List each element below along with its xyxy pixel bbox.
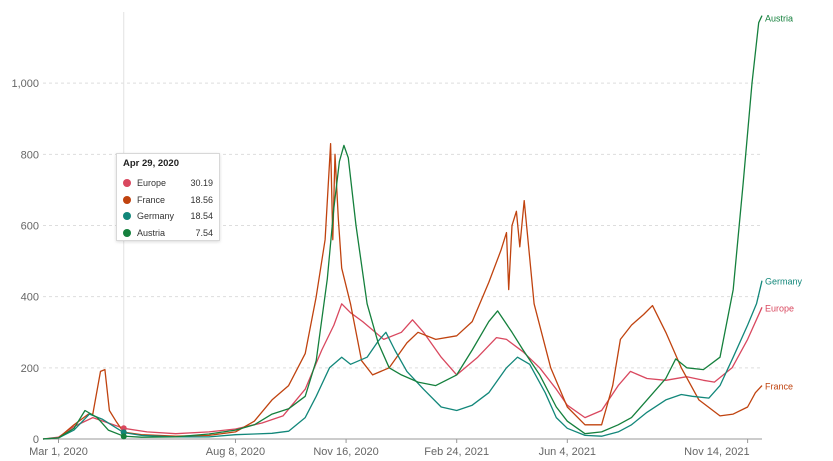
- tooltip-row: France 18.56: [123, 192, 213, 209]
- tooltip-series-value: 18.56: [190, 194, 213, 205]
- tooltip-series-value: 30.19: [190, 178, 213, 189]
- y-tick-label: 800: [21, 149, 39, 161]
- tooltip-series-value: 18.54: [190, 211, 213, 222]
- series-line-europe: [42, 303, 763, 440]
- y-tick-label: 1,000: [11, 78, 39, 90]
- tooltip-series-name: Europe: [137, 178, 167, 189]
- grid: [43, 82, 762, 440]
- x-tick-label: Mar 1, 2020: [29, 446, 88, 458]
- x-tick-label: Nov 14, 2021: [684, 446, 749, 458]
- legend-dot-icon: [123, 179, 131, 188]
- y-tick-label: 600: [21, 221, 39, 233]
- tooltip-row: Europe 30.19: [123, 175, 213, 192]
- tooltip-row: Germany 18.54: [123, 208, 213, 225]
- legend-dot-icon: [123, 212, 131, 221]
- x-tick-label: Feb 24, 2021: [424, 446, 489, 458]
- tooltip-series-name: Austria: [137, 227, 166, 238]
- tooltip-rows: Europe 30.19 France 18.56 Germany 18.54 Austri…: [123, 175, 213, 241]
- x-tick-label: Nov 16, 2020: [313, 446, 378, 458]
- tooltip-series-value: 7.54: [195, 227, 213, 238]
- series-label-austria: Austria: [765, 14, 793, 24]
- y-axis-ticks: 0 200 400 600 800 1,000: [11, 78, 39, 446]
- tooltip-date: Apr 29, 2020: [123, 158, 179, 169]
- series-line-austria: [42, 15, 763, 440]
- y-tick-label: 400: [21, 292, 39, 304]
- series-labels: Europe France Germany Austria: [765, 14, 803, 392]
- series-line-germany: [42, 280, 763, 440]
- hover-point-austria: [120, 433, 127, 440]
- series-label-europe: Europe: [765, 303, 794, 313]
- chart-tooltip: Apr 29, 2020 Europe 30.19 France 18.56 Germa…: [116, 153, 220, 241]
- x-tick-label: Aug 8, 2020: [206, 446, 265, 458]
- tooltip-series-name: Germany: [137, 211, 175, 222]
- series-lines: [42, 15, 763, 440]
- legend-dot-icon: [123, 195, 131, 204]
- hover-point-europe: [120, 425, 127, 432]
- legend-dot-icon: [123, 228, 131, 237]
- tooltip-series-name: France: [137, 194, 166, 205]
- x-axis-ticks: Mar 1, 2020 Aug 8, 2020 Nov 16, 2020 Feb 24…: [29, 439, 750, 458]
- y-tick-label: 0: [33, 434, 39, 446]
- x-tick-label: Jun 4, 2021: [539, 446, 597, 458]
- y-tick-label: 200: [21, 363, 39, 375]
- series-label-france: France: [765, 382, 793, 392]
- tooltip-row: Austria 7.54: [123, 225, 213, 242]
- series-label-germany: Germany: [765, 277, 803, 287]
